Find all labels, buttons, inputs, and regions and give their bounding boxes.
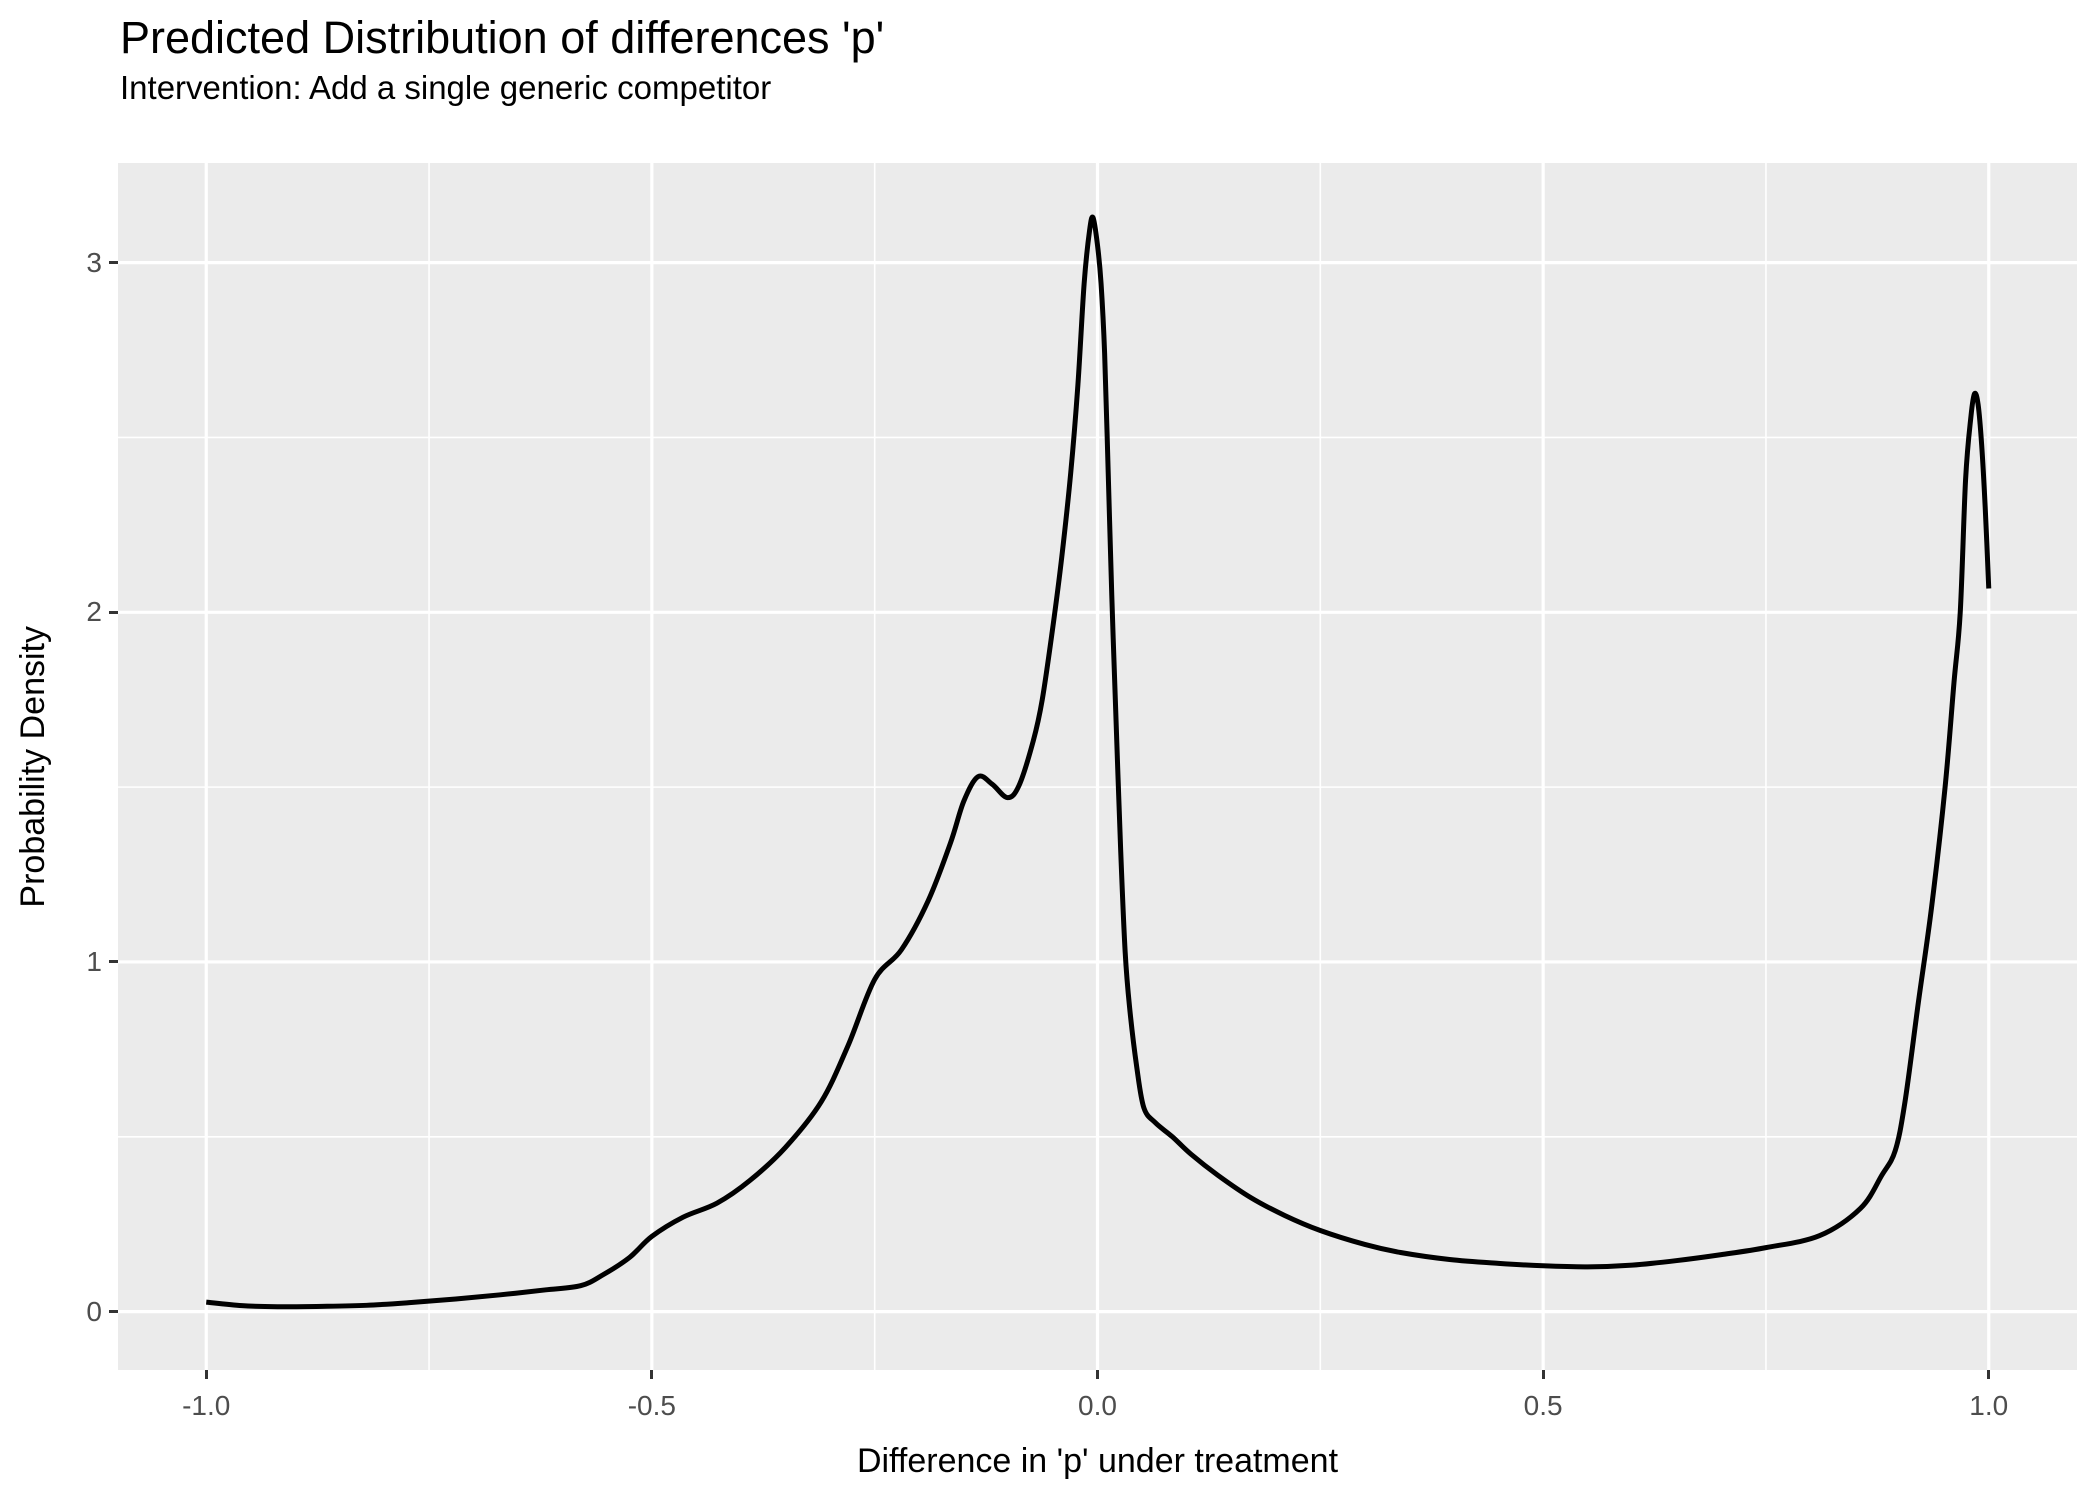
y-tick-label: 3 — [86, 246, 102, 278]
chart-title: Predicted Distribution of differences 'p… — [120, 12, 885, 63]
y-tick-mark — [109, 960, 118, 964]
y-tick-label: 0 — [86, 1295, 102, 1327]
x-tick-label: -1.0 — [182, 1390, 231, 1421]
x-tick-mark — [204, 1370, 208, 1379]
plot-panel — [118, 163, 2077, 1370]
x-tick-label: 0.5 — [1523, 1390, 1563, 1421]
density-curve — [205, 214, 1992, 1310]
density-curve-canvas — [118, 163, 2077, 1370]
x-tick-label: -0.5 — [627, 1390, 676, 1421]
y-tick-mark — [109, 1310, 118, 1314]
chart-subtitle: Intervention: Add a single generic compe… — [120, 69, 772, 106]
x-axis-title: Difference in 'p' under treatment — [856, 1442, 1339, 1480]
x-tick-mark — [1987, 1370, 1991, 1379]
x-tick-label: 1.0 — [1969, 1390, 2009, 1421]
x-tick-mark — [1541, 1370, 1545, 1379]
x-tick-mark — [1096, 1370, 1099, 1379]
y-axis-title-text: Probability Density — [14, 625, 52, 908]
y-tick-label: 1 — [86, 945, 102, 977]
x-tick-mark — [650, 1370, 654, 1379]
y-tick-mark — [109, 610, 118, 614]
y-tick-label: 2 — [86, 596, 102, 628]
x-tick-label: 0.0 — [1078, 1390, 1117, 1421]
y-tick-mark — [109, 261, 118, 265]
y-axis-title: Probability Density — [14, 163, 53, 1370]
